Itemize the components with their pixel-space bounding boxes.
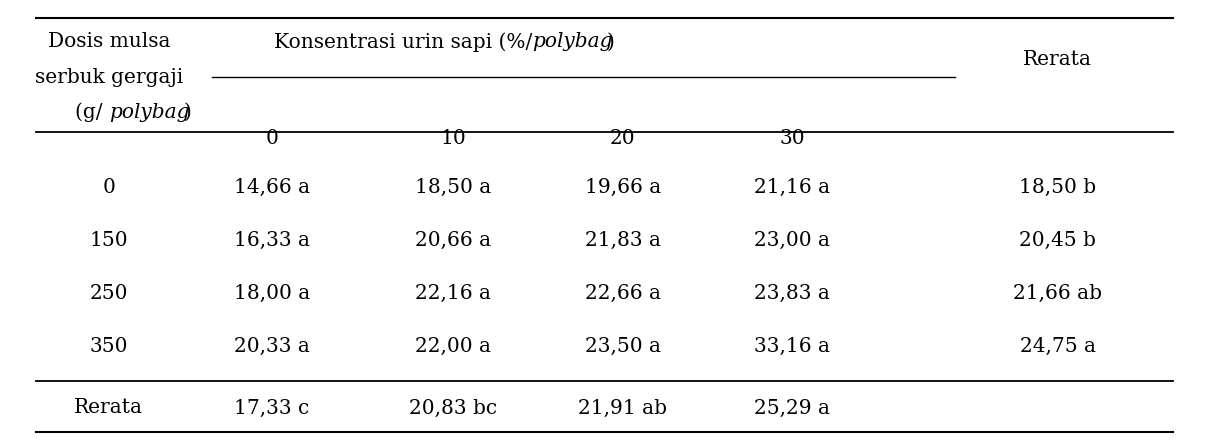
Text: 21,83 a: 21,83 a (585, 231, 660, 250)
Text: 20,33 a: 20,33 a (235, 336, 310, 356)
Text: 0: 0 (103, 178, 115, 197)
Text: 24,75 a: 24,75 a (1020, 336, 1095, 356)
Text: 18,00 a: 18,00 a (233, 284, 311, 303)
Text: 0: 0 (266, 129, 278, 149)
Text: 17,33 c: 17,33 c (235, 398, 310, 418)
Text: serbuk gergaji: serbuk gergaji (35, 67, 183, 87)
Text: 250: 250 (89, 284, 128, 303)
Text: 30: 30 (779, 129, 805, 149)
Text: 150: 150 (89, 231, 128, 250)
Text: Rerata: Rerata (1023, 50, 1093, 69)
Text: polybag: polybag (109, 103, 190, 122)
Text: (g/: (g/ (75, 103, 109, 122)
Text: 23,83 a: 23,83 a (754, 284, 829, 303)
Text: ): ) (184, 103, 192, 122)
Text: 22,00 a: 22,00 a (416, 336, 491, 356)
Text: 23,50 a: 23,50 a (585, 336, 660, 356)
Text: polybag: polybag (532, 32, 613, 52)
Text: 10: 10 (440, 129, 467, 149)
Text: 16,33 a: 16,33 a (235, 231, 310, 250)
Text: 20,45 b: 20,45 b (1019, 231, 1097, 250)
Text: ): ) (607, 32, 615, 52)
Text: 22,16 a: 22,16 a (416, 284, 491, 303)
Text: Konsentrasi urin sapi (%/: Konsentrasi urin sapi (%/ (273, 32, 532, 52)
Text: 18,50 a: 18,50 a (415, 178, 492, 197)
Text: 23,00 a: 23,00 a (754, 231, 829, 250)
Text: 350: 350 (89, 336, 128, 356)
Text: 20: 20 (609, 129, 636, 149)
Text: 21,91 ab: 21,91 ab (578, 398, 667, 418)
Text: 14,66 a: 14,66 a (235, 178, 310, 197)
Text: 20,66 a: 20,66 a (416, 231, 491, 250)
Text: Rerata: Rerata (74, 398, 144, 418)
Text: Dosis mulsa: Dosis mulsa (47, 32, 170, 52)
Text: 20,83 bc: 20,83 bc (410, 398, 497, 418)
Text: 18,50 b: 18,50 b (1019, 178, 1097, 197)
Text: 25,29 a: 25,29 a (754, 398, 829, 418)
Text: 33,16 a: 33,16 a (754, 336, 829, 356)
Text: 19,66 a: 19,66 a (584, 178, 661, 197)
Text: 21,66 ab: 21,66 ab (1013, 284, 1103, 303)
Text: 21,16 a: 21,16 a (754, 178, 829, 197)
Text: 22,66 a: 22,66 a (585, 284, 660, 303)
